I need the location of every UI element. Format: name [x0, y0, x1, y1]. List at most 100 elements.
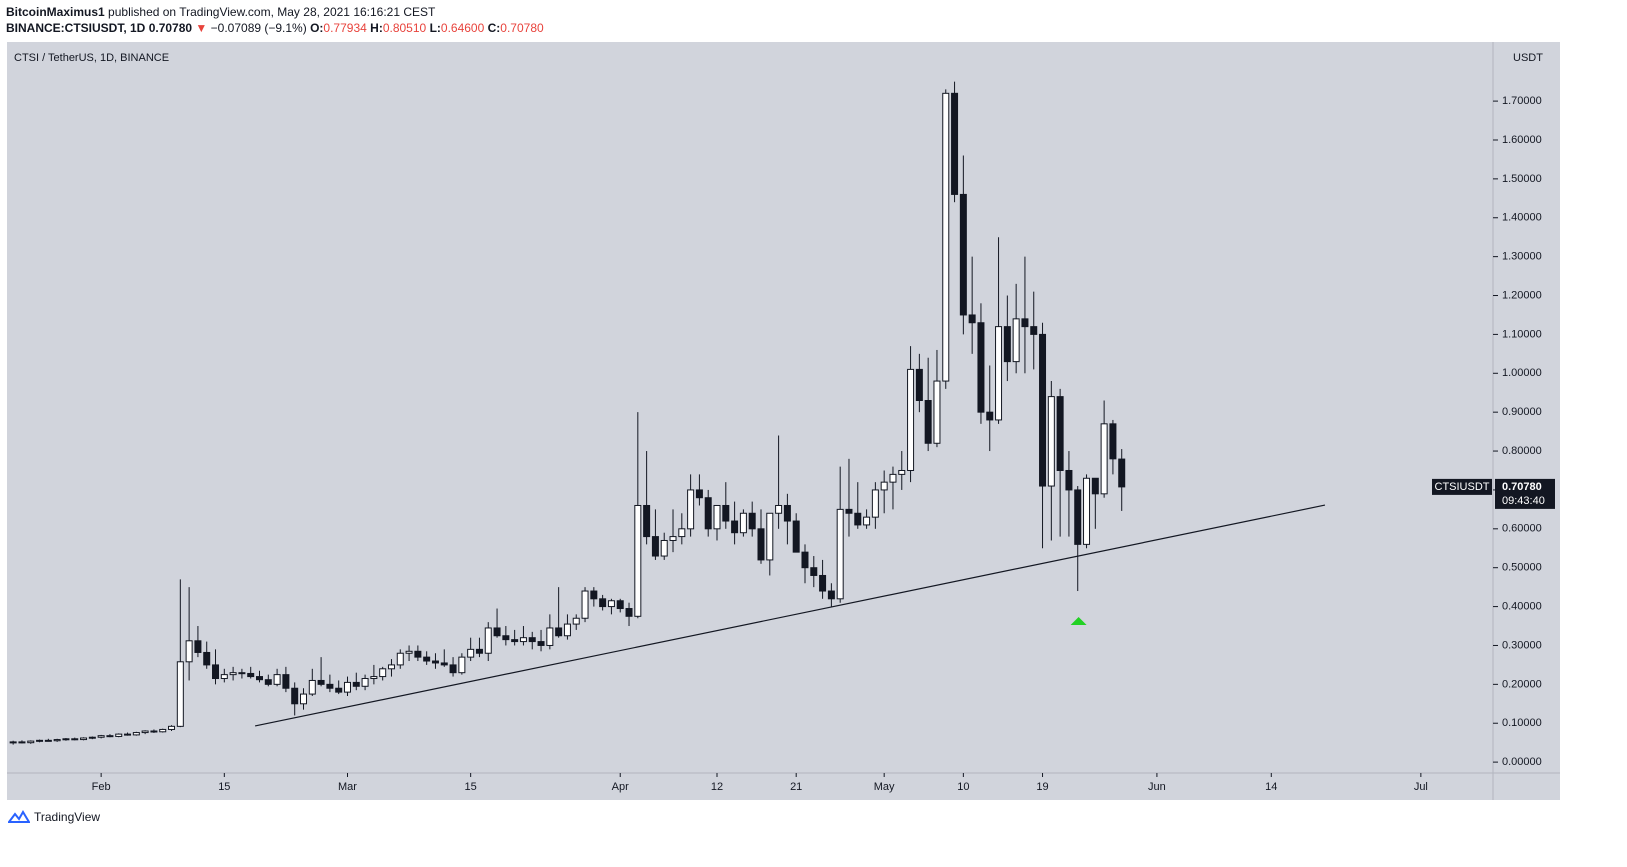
candle-body — [977, 322, 985, 413]
candle-body — [273, 674, 281, 685]
candle-body — [9, 741, 17, 744]
y-tick-label: 0.80000 — [1502, 445, 1542, 457]
x-tick-label: 15 — [218, 781, 230, 793]
symbol: BINANCE:CTSIUSDT, 1D — [6, 21, 146, 35]
candle-body — [766, 512, 774, 561]
candle-body — [44, 739, 52, 742]
candle-body — [291, 687, 299, 705]
candle-body — [924, 400, 932, 444]
candle-body — [555, 627, 563, 637]
candle-body — [519, 637, 527, 643]
candle-body — [115, 733, 123, 737]
candle-body — [1118, 458, 1126, 488]
candle-body — [159, 728, 167, 733]
footer: TradingView — [8, 810, 100, 824]
candle-body — [572, 617, 580, 625]
x-tick-label: Mar — [338, 781, 357, 793]
candle-body — [695, 489, 703, 499]
candle-body — [176, 661, 184, 727]
candle-body — [625, 608, 633, 617]
candle-body — [387, 664, 395, 670]
candle-body — [986, 411, 994, 421]
candle-body — [907, 368, 915, 471]
candle-body — [634, 504, 642, 617]
candle-body — [97, 735, 105, 738]
candle-body — [792, 520, 800, 553]
y-tick-label: 1.00000 — [1502, 367, 1542, 379]
plot — [9, 81, 1326, 745]
candle-body — [484, 627, 492, 654]
candle-body — [361, 678, 369, 687]
candle-body — [599, 598, 607, 608]
x-tick-label: Feb — [92, 781, 111, 793]
candle-body — [942, 92, 950, 382]
candle-body — [132, 732, 140, 736]
o-label: O: — [310, 21, 324, 35]
candle-body — [440, 662, 448, 666]
currency: USDT — [1513, 52, 1543, 64]
candle-body — [106, 735, 114, 738]
candle-body — [247, 672, 255, 678]
chart-bg — [7, 42, 1560, 800]
candle-body — [150, 730, 158, 733]
candle-body — [229, 672, 237, 676]
candle-body — [757, 528, 765, 561]
x-tick-label: 19 — [1036, 781, 1048, 793]
candle-body — [467, 648, 475, 658]
x-tick-label: 14 — [1265, 781, 1277, 793]
candle-body — [414, 650, 422, 658]
candle-body — [660, 539, 668, 557]
price-tag — [1495, 478, 1555, 509]
candle-body — [854, 512, 862, 526]
candle-body — [335, 687, 343, 693]
candle-body — [581, 590, 589, 619]
header: BitcoinMaximus1 published on TradingView… — [6, 4, 544, 36]
candle-body — [590, 590, 598, 600]
l: 0.64600 — [440, 21, 485, 35]
candle-body — [53, 739, 61, 742]
y-tick-label: 1.70000 — [1502, 95, 1542, 107]
candle-body — [141, 730, 149, 734]
price-tag-symbol-bg — [1432, 478, 1492, 495]
candle-body — [810, 567, 818, 576]
candle-body — [36, 739, 44, 742]
candle-body — [801, 551, 809, 569]
candle-body — [124, 733, 132, 736]
y-tick-label: 0.10000 — [1502, 717, 1542, 729]
candle-body — [88, 736, 96, 739]
x-tick-label: Jun — [1148, 781, 1166, 793]
y-tick-label: 1.30000 — [1502, 251, 1542, 263]
candle-body — [915, 368, 923, 402]
candle-body — [282, 674, 290, 689]
candle-body — [256, 676, 264, 681]
candle-body — [212, 664, 220, 680]
candle-body — [1021, 318, 1029, 328]
y-tick-label: 0.20000 — [1502, 678, 1542, 690]
chart-title: CTSI / TetherUS, 1D, BINANCE — [14, 52, 169, 64]
candle-body — [546, 627, 554, 646]
candle-body — [731, 520, 739, 534]
candle-body — [27, 740, 35, 744]
logo — [8, 810, 30, 823]
c-label: C: — [487, 21, 501, 35]
candle-body — [704, 497, 712, 530]
candle-body — [1100, 423, 1108, 495]
candle-body — [194, 640, 202, 653]
candle-body — [1091, 477, 1099, 495]
candle-body — [1083, 477, 1091, 545]
candle-body — [959, 193, 967, 316]
x-tick-label: May — [874, 781, 895, 793]
candle-body — [951, 92, 959, 195]
candle-body — [871, 489, 879, 518]
author: BitcoinMaximus1 — [6, 5, 105, 19]
x-tick-label: Jul — [1414, 781, 1428, 793]
candle-body — [185, 640, 193, 663]
candle-body — [264, 679, 272, 685]
candle-body — [748, 512, 756, 530]
candle-body — [651, 536, 659, 557]
candle-body — [220, 674, 228, 680]
candle-body — [475, 648, 483, 654]
h: 0.80510 — [382, 21, 427, 35]
candle-body — [898, 469, 906, 475]
y-tick-label: 0.60000 — [1502, 523, 1542, 535]
